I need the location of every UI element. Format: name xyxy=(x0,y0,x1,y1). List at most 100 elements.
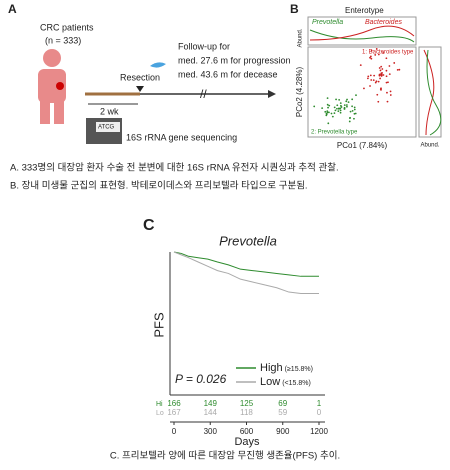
scalpel xyxy=(150,62,166,68)
density-box xyxy=(307,16,417,46)
scatter-dot xyxy=(380,65,383,68)
scatter-dot xyxy=(398,68,401,71)
sequencer-screen xyxy=(96,122,120,132)
scatter-dot xyxy=(385,75,388,78)
density-curve xyxy=(423,49,435,136)
scatter-dot xyxy=(369,56,371,59)
resection: Resection xyxy=(120,72,160,82)
caption: A. 333명의 대장암 환자 수술 전 분변에 대한 16S rRNA 유전자… xyxy=(10,162,339,174)
follow-up: med. 43.6 m for decease xyxy=(178,69,278,79)
scatter-dot xyxy=(374,54,377,56)
scatter-dot xyxy=(346,98,348,101)
scatter-dot xyxy=(370,79,373,81)
scatter-dot xyxy=(367,75,370,78)
interval: 2 wk xyxy=(100,106,119,116)
panel-title: Enterotype xyxy=(345,6,384,15)
abund-label: Abund. xyxy=(298,28,304,47)
scatter-dot xyxy=(379,88,382,90)
survival-curve xyxy=(173,251,319,294)
scatter-dot xyxy=(327,106,329,109)
scatter-dot xyxy=(388,73,391,76)
panel-label: A xyxy=(8,2,17,16)
scatter-dot xyxy=(347,101,350,103)
scatter-dot xyxy=(345,100,348,103)
risk-label: Hi xyxy=(156,401,163,408)
scatter-dot xyxy=(324,110,327,113)
y-axis-label: PCo2 (4.28%) xyxy=(295,67,304,118)
risk-count: 69 xyxy=(278,399,287,408)
legend-threshold: (<15.8%) xyxy=(282,380,311,387)
x-tick-label: 0 xyxy=(172,427,177,436)
scatter-dot xyxy=(335,98,337,101)
cluster-label: 1: Bacteroides type xyxy=(362,50,414,56)
scatter-dot xyxy=(388,65,391,67)
scatter-box xyxy=(307,46,417,138)
patient-icon xyxy=(38,49,66,124)
legend-threshold: (≥15.8%) xyxy=(285,366,313,373)
abund-label: Abund. xyxy=(420,143,439,149)
scatter-dot xyxy=(338,98,341,101)
scatter-dot xyxy=(381,68,384,70)
scatter-dot xyxy=(363,87,365,90)
scatter-dot xyxy=(393,62,396,64)
scatter-dot xyxy=(349,116,351,119)
panel-label: C xyxy=(143,217,155,234)
scatter-dot xyxy=(373,74,376,77)
follow-up: Follow-up for xyxy=(178,41,230,51)
scatter-dot xyxy=(378,67,381,69)
scatter-dot xyxy=(340,106,343,108)
scatter-dot xyxy=(386,100,389,103)
x-tick-label: 300 xyxy=(204,427,218,436)
scatter-dot xyxy=(351,105,354,108)
density-label: Bacteroides xyxy=(365,19,402,26)
plot: 0 300 600 900 1200 High (≥15.8%) Hi 166 149 125 69 1… xyxy=(156,251,328,436)
annotation: P = 0.026 xyxy=(175,372,227,386)
scatter-dot xyxy=(389,90,392,93)
chart-title: Prevotella xyxy=(219,233,277,248)
cohort-n: (n = 333) xyxy=(45,35,81,45)
scatter-dot xyxy=(339,111,342,114)
scatter-dot xyxy=(348,120,351,123)
scatter-dot xyxy=(355,94,357,97)
density-curve xyxy=(309,29,415,43)
scatter-dot xyxy=(385,57,388,60)
risk-count: 0 xyxy=(317,408,322,417)
risk-count: 166 xyxy=(167,399,181,408)
risk-count: 144 xyxy=(204,408,218,417)
scatter-dot xyxy=(327,122,330,125)
scatter-dot xyxy=(366,77,369,80)
follow-up: med. 27.6 m for progression xyxy=(178,55,291,65)
scatter-dot xyxy=(351,109,354,112)
scatter-dot xyxy=(313,105,316,108)
density-curve xyxy=(309,25,415,41)
scatter-dot xyxy=(375,80,378,83)
scatter-dot xyxy=(353,112,356,115)
risk-count: 118 xyxy=(240,408,253,417)
legend-label: High xyxy=(260,362,283,374)
scatter-dot xyxy=(346,105,348,108)
x-axis-label: Days xyxy=(234,436,260,448)
scatter-dot xyxy=(328,111,330,114)
risk-count: 1 xyxy=(317,399,322,408)
scatter-dot xyxy=(328,104,331,107)
scatter-dot xyxy=(382,52,385,54)
scatter-dot xyxy=(385,81,388,84)
scatter-dot xyxy=(336,107,338,110)
density-box xyxy=(418,46,442,138)
scatter-dot xyxy=(387,81,389,84)
density-curve xyxy=(426,49,442,136)
scatter-dot xyxy=(377,80,380,83)
risk-count: 59 xyxy=(278,408,287,417)
scatter-dot xyxy=(339,109,342,112)
cluster-label: 2: Prevotella type xyxy=(311,130,358,136)
sequencing: 16S rRNA gene sequencing xyxy=(126,132,237,142)
legend-label: Low xyxy=(260,376,280,388)
scatter-dot xyxy=(372,79,375,82)
scatter-dot xyxy=(339,102,342,105)
risk-count: 149 xyxy=(204,399,218,408)
scatter-dot xyxy=(353,108,356,111)
scatter-dot xyxy=(336,104,339,107)
x-tick-label: 900 xyxy=(276,427,290,436)
scatter-dot xyxy=(379,69,382,72)
